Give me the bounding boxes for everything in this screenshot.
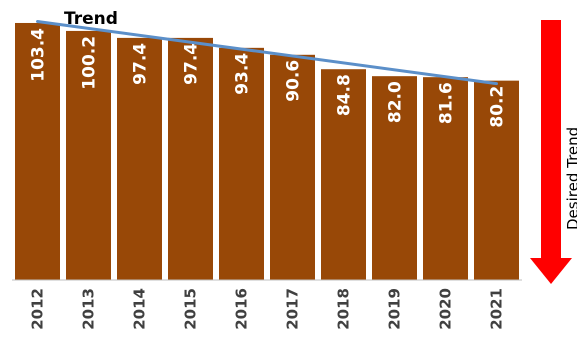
bar-2012 [15, 22, 60, 280]
x-tick-labels-group: 2012 2013 2014 2015 2016 2017 2018 2019 2020 2021 [29, 288, 506, 330]
x-tick-label-2013: 2013 [80, 288, 98, 330]
x-tick-label-2020: 2020 [437, 288, 455, 330]
x-tick-label-2015: 2015 [182, 288, 200, 330]
desired-trend-arrow [530, 20, 572, 284]
bar-2014 [117, 37, 162, 280]
bar-2021 [474, 80, 519, 280]
trend-line [36, 19, 498, 86]
value-labels-group: 103.4 100.2 97.4 97.4 93.4 90.6 84.8 82.0 81.6 80… [29, 28, 508, 128]
value-label-2012: 103.4 [29, 28, 49, 82]
value-label-2020: 81.6 [437, 82, 457, 124]
value-label-2015: 97.4 [182, 43, 202, 85]
bar-2016 [219, 47, 264, 280]
x-tick-label-2014: 2014 [131, 288, 149, 330]
bar-2019 [372, 76, 417, 281]
desired-trend-arrow-shaft [541, 20, 561, 258]
x-tick-label-2018: 2018 [335, 288, 353, 330]
x-tick-label-2012: 2012 [29, 288, 47, 330]
value-label-2017: 90.6 [284, 60, 304, 102]
bars-group [15, 22, 519, 281]
x-tick-label-2019: 2019 [386, 288, 404, 330]
value-label-2018: 84.8 [335, 74, 355, 116]
x-tick-label-2016: 2016 [233, 288, 251, 330]
bar-2013 [66, 30, 111, 281]
desired-trend-arrow-head [530, 258, 572, 284]
desired-trend-label: Desired Trend [564, 127, 577, 230]
bar-2017 [270, 54, 315, 281]
value-label-2013: 100.2 [80, 36, 100, 90]
x-tick-label-2021: 2021 [488, 288, 506, 330]
x-tick-label-2017: 2017 [284, 288, 302, 330]
bar-2018 [321, 69, 366, 280]
bar-2020 [423, 77, 468, 280]
trend-label: Trend [64, 9, 118, 29]
value-label-2019: 82.0 [386, 81, 406, 123]
value-label-2021: 80.2 [488, 86, 508, 128]
value-label-2016: 93.4 [233, 53, 253, 95]
bar-2015 [168, 37, 213, 280]
value-label-2014: 97.4 [131, 43, 151, 85]
